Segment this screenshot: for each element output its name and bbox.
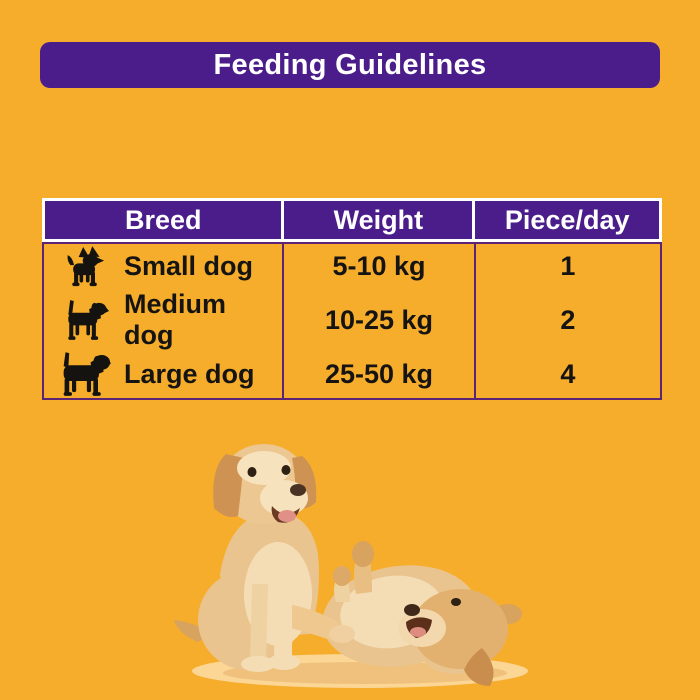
title-banner: Feeding Guidelines: [40, 42, 660, 88]
weight-value: 5-10 kg: [284, 244, 476, 289]
large-dog-icon: [56, 351, 114, 398]
table-row: Large dog 25-50 kg 4: [44, 351, 660, 398]
breed-label: Large dog: [124, 359, 255, 389]
feeding-table: Breed Weight Piece/day: [42, 198, 662, 400]
small-dog-icon: [56, 245, 114, 288]
table-row: Medium dog 10-25 kg 2: [44, 289, 660, 351]
column-header-pieces: Piece/day: [504, 204, 630, 235]
medium-dog-icon: [56, 298, 114, 342]
breed-cell: Medium dog: [44, 289, 285, 351]
breed-label: Medium dog: [124, 289, 227, 350]
column-header-breed: Breed: [45, 201, 285, 239]
breed-cell: Large dog: [44, 351, 285, 398]
puppy-sitting: [174, 444, 355, 672]
breed-cell: Small dog: [44, 244, 285, 289]
pieces-value: 2: [560, 304, 576, 335]
breed-label: Small dog: [124, 251, 254, 281]
page-title: Feeding Guidelines: [213, 48, 487, 81]
table-row: Small dog 5-10 kg 1: [44, 244, 660, 289]
pieces-value: 4: [560, 359, 576, 389]
weight-value: 10-25 kg: [284, 289, 476, 351]
table-header-row: Breed Weight Piece/day: [42, 198, 662, 242]
puppies-photo: [174, 444, 528, 688]
column-header-weight: Weight: [284, 201, 476, 239]
table-body: Small dog 5-10 kg 1: [42, 242, 662, 400]
weight-value: 25-50 kg: [284, 351, 476, 398]
pieces-value: 1: [560, 251, 576, 281]
puppy-lying: [322, 541, 522, 686]
